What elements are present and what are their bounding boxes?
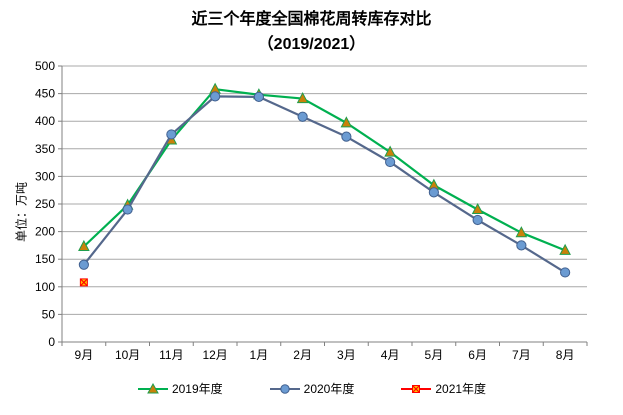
data-point-marker bbox=[471, 202, 484, 215]
data-point-marker bbox=[166, 129, 177, 140]
data-point-marker bbox=[253, 91, 264, 103]
x-axis-tick-label: 4月 bbox=[381, 348, 400, 362]
x-axis-tick-label: 6月 bbox=[468, 348, 487, 362]
x-axis-tick-label: 5月 bbox=[425, 348, 444, 362]
y-axis-tick-label: 0 bbox=[48, 335, 55, 349]
data-point-marker bbox=[515, 226, 528, 238]
y-axis-tick-label: 50 bbox=[42, 307, 56, 321]
data-point-marker bbox=[384, 145, 396, 157]
x-axis-tick-label: 9月 bbox=[75, 348, 94, 362]
data-point-marker bbox=[472, 214, 483, 226]
legend: 2019年度 2020年度 2021年度 bbox=[0, 380, 623, 397]
chart-title-line1: 近三个年度全国棉花周转库存对比 bbox=[191, 11, 432, 28]
legend-label: 2021年度 bbox=[435, 382, 487, 396]
data-point-marker-x bbox=[80, 278, 88, 286]
y-axis-tick-label: 200 bbox=[35, 225, 55, 239]
chart-title: 近三个年度全国棉花周转库存对比 （2019/2021） bbox=[0, 8, 623, 58]
data-point-marker bbox=[297, 111, 308, 122]
y-axis-tick-label: 350 bbox=[35, 142, 55, 156]
x-axis-tick-label: 3月 bbox=[337, 348, 356, 362]
data-point-marker bbox=[78, 239, 90, 252]
data-point-marker bbox=[385, 156, 396, 168]
x-axis-tick-label: 2月 bbox=[293, 348, 312, 362]
x-axis-tick-label: 12月 bbox=[202, 348, 227, 362]
y-axis-tick-label: 500 bbox=[35, 59, 55, 73]
data-point-marker bbox=[210, 91, 221, 102]
y-axis-tick-label: 400 bbox=[35, 114, 55, 128]
x-axis-tick-label: 7月 bbox=[512, 348, 531, 362]
data-point-marker bbox=[340, 116, 353, 128]
data-point-marker bbox=[516, 240, 527, 251]
legend-item-2019: 2019年度 bbox=[137, 380, 223, 397]
data-point-marker bbox=[560, 267, 571, 278]
data-point-marker bbox=[559, 243, 571, 255]
x-axis-tick-label: 11月 bbox=[159, 348, 183, 362]
series-line-2020年度 bbox=[83, 95, 566, 274]
x-axis-tick-label: 10月 bbox=[115, 348, 140, 362]
x-axis-tick-label: 8月 bbox=[556, 348, 575, 362]
data-point-marker bbox=[122, 204, 133, 215]
x-axis-tick-label: 1月 bbox=[250, 348, 269, 362]
y-axis-tick-label: 450 bbox=[35, 87, 55, 101]
chart-title-line2: （2019/2021） bbox=[257, 35, 366, 53]
y-axis-tick-label: 300 bbox=[35, 169, 55, 183]
y-axis-tick-label: 250 bbox=[35, 197, 55, 211]
legend-item-2021: 2021年度 bbox=[400, 380, 486, 397]
legend-label: 2019年度 bbox=[171, 382, 223, 396]
circle-series-icon bbox=[269, 383, 300, 394]
legend-item-2020: 2020年度 bbox=[269, 380, 355, 397]
triangle-series-icon bbox=[137, 382, 168, 393]
legend-label: 2020年度 bbox=[303, 382, 355, 396]
x-square-series-icon bbox=[401, 384, 432, 393]
data-point-marker bbox=[428, 187, 439, 198]
data-point-marker bbox=[296, 91, 309, 104]
series-line-2019年度 bbox=[83, 88, 566, 252]
y-axis-tick-label: 150 bbox=[35, 252, 55, 266]
data-point-marker bbox=[78, 259, 89, 270]
data-point-marker bbox=[341, 131, 352, 142]
y-axis-tick-label: 100 bbox=[35, 280, 55, 294]
